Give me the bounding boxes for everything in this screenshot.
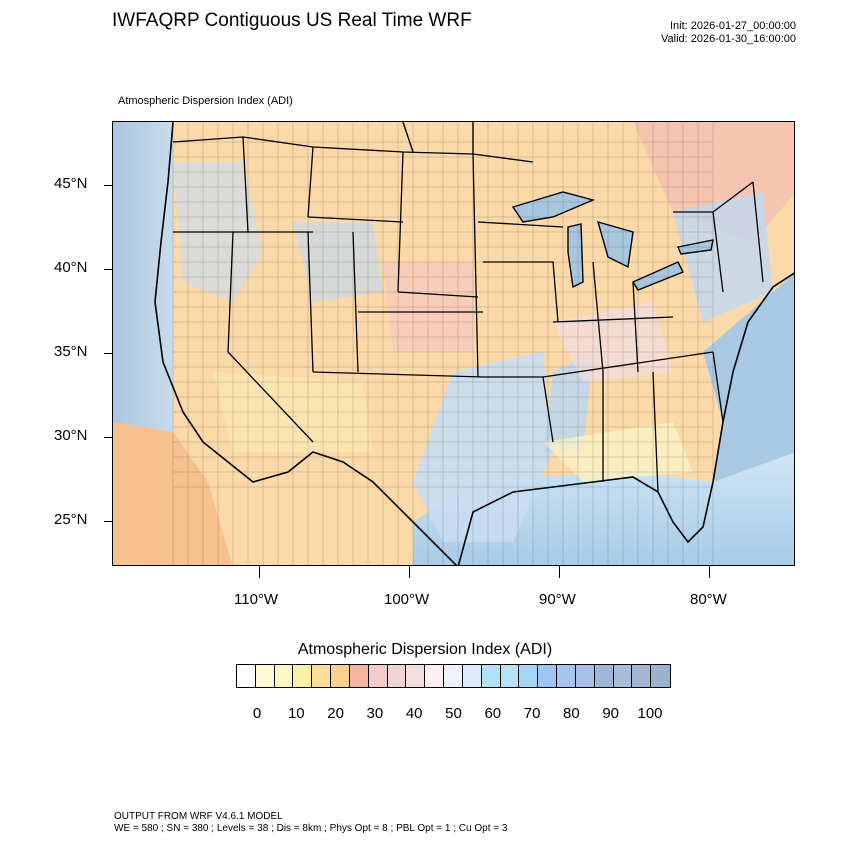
chart-title: IWFAQRP Contiguous US Real Time WRF — [112, 10, 472, 31]
lat-label-35n: 35°N — [54, 343, 88, 360]
colorbar-swatch — [293, 665, 313, 687]
colorbar-swatch — [368, 665, 388, 687]
lon-tick — [709, 566, 710, 578]
county-grid — [172, 122, 714, 565]
colorbar-swatch — [651, 665, 671, 687]
colorbar-swatch — [557, 665, 576, 687]
colorbar-swatch — [274, 665, 294, 687]
colorbar-swatch — [632, 665, 652, 687]
pacific-warm-area — [113, 422, 233, 565]
model-info-line1: OUTPUT FROM WRF V4.6.1 MODEL — [114, 811, 283, 822]
colorbar-label: 50 — [445, 705, 462, 722]
us-border-west — [154, 122, 458, 565]
colorbar-swatch — [406, 665, 426, 687]
colorbar-swatch — [538, 665, 558, 687]
lat-tick — [104, 437, 112, 438]
lon-tick — [409, 566, 410, 578]
lat-label-30n: 30°N — [54, 427, 88, 444]
colorbar-swatch — [349, 665, 369, 687]
lon-label-80w: 80°W — [690, 591, 727, 608]
lat-label-45n: 45°N — [54, 175, 88, 192]
colorbar-swatch — [462, 665, 482, 687]
colorbar-swatch — [594, 665, 614, 687]
colorbar-swatch — [312, 665, 332, 687]
colorbar-swatch — [425, 665, 445, 687]
colorbar-label: 90 — [602, 705, 620, 722]
model-info-line2: WE = 580 ; SN = 380 ; Levels = 38 ; Dis … — [114, 823, 508, 834]
colorbar-label: 80 — [563, 705, 580, 722]
lon-label-90w: 90°W — [539, 591, 576, 608]
run-info: Init: 2026-01-27_00:00:00 Valid: 2026-01… — [661, 20, 796, 46]
lat-tick — [104, 353, 112, 354]
colorbar-swatch — [331, 665, 350, 687]
map-panel — [112, 121, 795, 566]
colorbar-swatch — [519, 665, 539, 687]
lat-tick — [104, 269, 112, 270]
colorbar-swatch — [613, 665, 633, 687]
lon-tick — [259, 566, 260, 578]
colorbar — [236, 664, 671, 688]
colorbar-swatch — [500, 665, 520, 687]
valid-time: Valid: 2026-01-30_16:00:00 — [661, 33, 796, 45]
colorbar-label: 40 — [405, 705, 423, 722]
colorbar-swatch — [481, 665, 501, 687]
colorbar-swatch — [255, 665, 275, 687]
colorbar-label: 0 — [252, 705, 262, 722]
colorbar-label: 70 — [523, 705, 541, 722]
colorbar-label: 60 — [484, 705, 502, 722]
lake-huron — [596, 220, 634, 269]
colorbar-label: 20 — [327, 705, 344, 722]
state-borders — [172, 136, 764, 493]
legend-title: Atmospheric Dispersion Index (ADI) — [297, 641, 553, 658]
gulf-atlantic-coast — [457, 272, 794, 565]
colorbar-swatch — [444, 665, 463, 687]
model-info: OUTPUT FROM WRF V4.6.1 MODEL WE = 580 ; … — [114, 811, 507, 835]
lat-tick — [104, 521, 112, 522]
atlantic-ocean — [703, 273, 794, 482]
lat-label-25n: 25°N — [54, 511, 88, 528]
canada-border — [402, 122, 474, 154]
lon-label-100w: 100°W — [384, 591, 430, 608]
lon-tick — [559, 566, 560, 578]
colorbar-label: 10 — [287, 705, 305, 722]
colorbar-swatch — [237, 665, 256, 687]
lon-label-110w: 110°W — [234, 591, 279, 608]
colorbar-label: 30 — [366, 705, 384, 722]
init-time: Init: 2026-01-27_00:00:00 — [670, 20, 796, 32]
colorbar-label: 100 — [637, 705, 663, 722]
map-subtitle: Atmospheric Dispersion Index (ADI) — [118, 95, 293, 107]
lat-tick — [104, 185, 112, 186]
colorbar-swatch — [575, 665, 595, 687]
colorbar-swatch — [387, 665, 407, 687]
adi-map — [113, 122, 794, 565]
lat-label-40n: 40°N — [54, 259, 88, 276]
